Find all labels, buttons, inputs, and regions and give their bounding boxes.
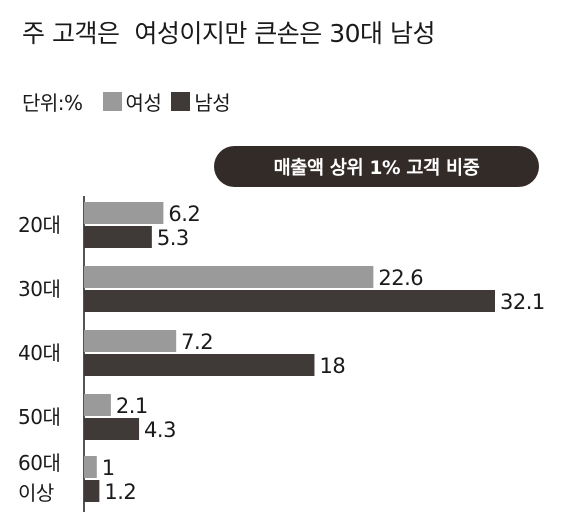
bar-female <box>84 330 177 352</box>
legend-swatch-male <box>171 91 191 111</box>
bar-male <box>84 418 140 440</box>
data-label-female: 2.1 <box>116 394 148 418</box>
bar-male <box>84 226 152 248</box>
data-label-male: 32.1 <box>500 290 545 314</box>
legend-item-female: 여성 <box>102 87 162 116</box>
unit-label: 단위:% <box>22 90 83 115</box>
data-label-female: 6.2 <box>168 202 200 226</box>
bar-female <box>84 456 97 478</box>
category-label: 20대 <box>18 213 60 237</box>
data-label-female: 22.6 <box>378 266 423 290</box>
unit-and-legend: 단위:% 여성 남성 <box>22 86 231 116</box>
chart-subtitle: 매출액 상위 1% 고객 비중 <box>214 146 539 187</box>
data-label-male: 4.3 <box>144 418 176 442</box>
category-label: 30대 <box>18 277 60 301</box>
bar-female <box>84 202 164 224</box>
data-label-female: 1 <box>102 456 115 480</box>
category-label: 이상 <box>18 481 54 505</box>
legend-label-female: 여성 <box>125 90 162 115</box>
bar-male <box>84 480 100 502</box>
data-label-male: 1.2 <box>104 480 136 504</box>
legend-swatch-female <box>102 91 122 111</box>
bar-female <box>84 394 111 416</box>
bar-male <box>84 290 495 312</box>
data-label-male: 18 <box>319 354 345 378</box>
category-label: 60대 <box>18 451 60 475</box>
data-label-female: 7.2 <box>181 330 213 354</box>
bar-male <box>84 354 315 376</box>
category-label: 50대 <box>18 405 60 429</box>
legend-item-male: 남성 <box>171 87 231 116</box>
chart-title: 주 고객은 여성이지만 큰손은 30대 남성 <box>22 19 436 48</box>
bar-female <box>84 266 374 288</box>
category-label: 40대 <box>18 341 60 365</box>
legend-label-male: 남성 <box>194 90 231 115</box>
data-label-male: 5.3 <box>157 226 189 250</box>
